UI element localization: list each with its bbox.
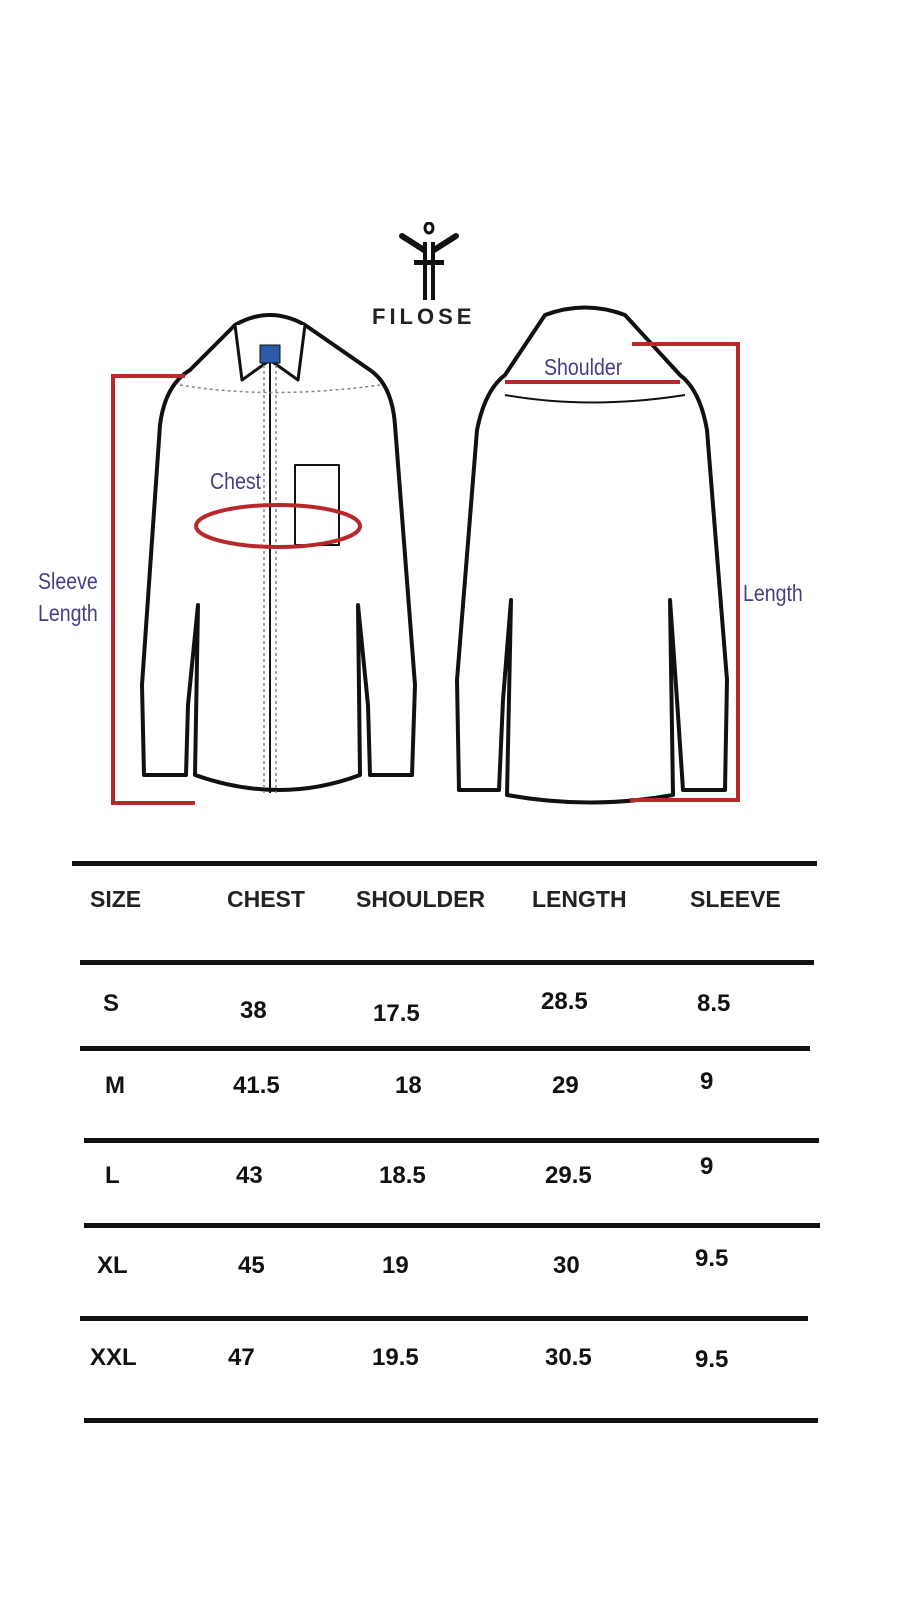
chest-label: Chest (210, 468, 262, 494)
cell-size: L (105, 1162, 120, 1189)
shirt-back-illustration (455, 305, 729, 805)
sleeve-length-line (111, 374, 195, 805)
shirt-front-illustration (140, 313, 417, 793)
cell-length: 28.5 (541, 988, 588, 1015)
table-rule (80, 1046, 810, 1051)
cell-chest: 41.5 (233, 1072, 280, 1099)
cell-sleeve: 8.5 (697, 990, 731, 1017)
length-line (630, 342, 740, 802)
table-rule (80, 960, 814, 965)
cell-chest: 38 (240, 997, 267, 1024)
filose-logo (399, 222, 459, 300)
cell-length: 29 (552, 1072, 579, 1099)
cell-sleeve: 9 (700, 1068, 714, 1095)
brand-name: FILOSE (372, 304, 476, 329)
cell-chest: 43 (236, 1162, 263, 1189)
length-label: Length (743, 580, 803, 606)
cell-length: 29.5 (545, 1162, 592, 1189)
chest-ellipse (194, 503, 362, 549)
table-rule (84, 1223, 820, 1228)
cell-shoulder: 17.5 (373, 1000, 420, 1027)
cell-length: 30.5 (545, 1344, 592, 1371)
cell-shoulder: 18.5 (379, 1162, 426, 1189)
shoulder-label: Shoulder (544, 354, 623, 380)
cell-size: M (105, 1072, 125, 1099)
header-shoulder: SHOULDER (356, 886, 486, 912)
cell-chest: 45 (238, 1252, 265, 1279)
cell-chest: 47 (228, 1344, 255, 1371)
cell-size: XXL (90, 1344, 137, 1371)
table-rule (80, 1316, 808, 1321)
measurement-lines (111, 342, 740, 805)
header-chest: CHEST (227, 886, 305, 912)
sleeve-label: Sleeve (38, 568, 98, 594)
table-rule (84, 1418, 818, 1423)
table-rule (84, 1138, 819, 1143)
cell-shoulder: 19.5 (372, 1344, 419, 1371)
header-sleeve: SLEEVE (690, 886, 781, 912)
cell-shoulder: 19 (382, 1252, 409, 1279)
sleeve-label: Length (38, 600, 98, 626)
cell-sleeve: 9.5 (695, 1346, 729, 1373)
cell-size: XL (97, 1252, 128, 1279)
table-rule (72, 861, 817, 866)
cell-size: S (103, 990, 120, 1017)
cell-sleeve: 9 (700, 1153, 714, 1180)
cell-sleeve: 9.5 (695, 1245, 729, 1272)
header-length: LENGTH (532, 886, 627, 912)
cell-shoulder: 18 (395, 1072, 422, 1099)
header-size: SIZE (90, 886, 142, 912)
cell-length: 30 (553, 1252, 580, 1279)
